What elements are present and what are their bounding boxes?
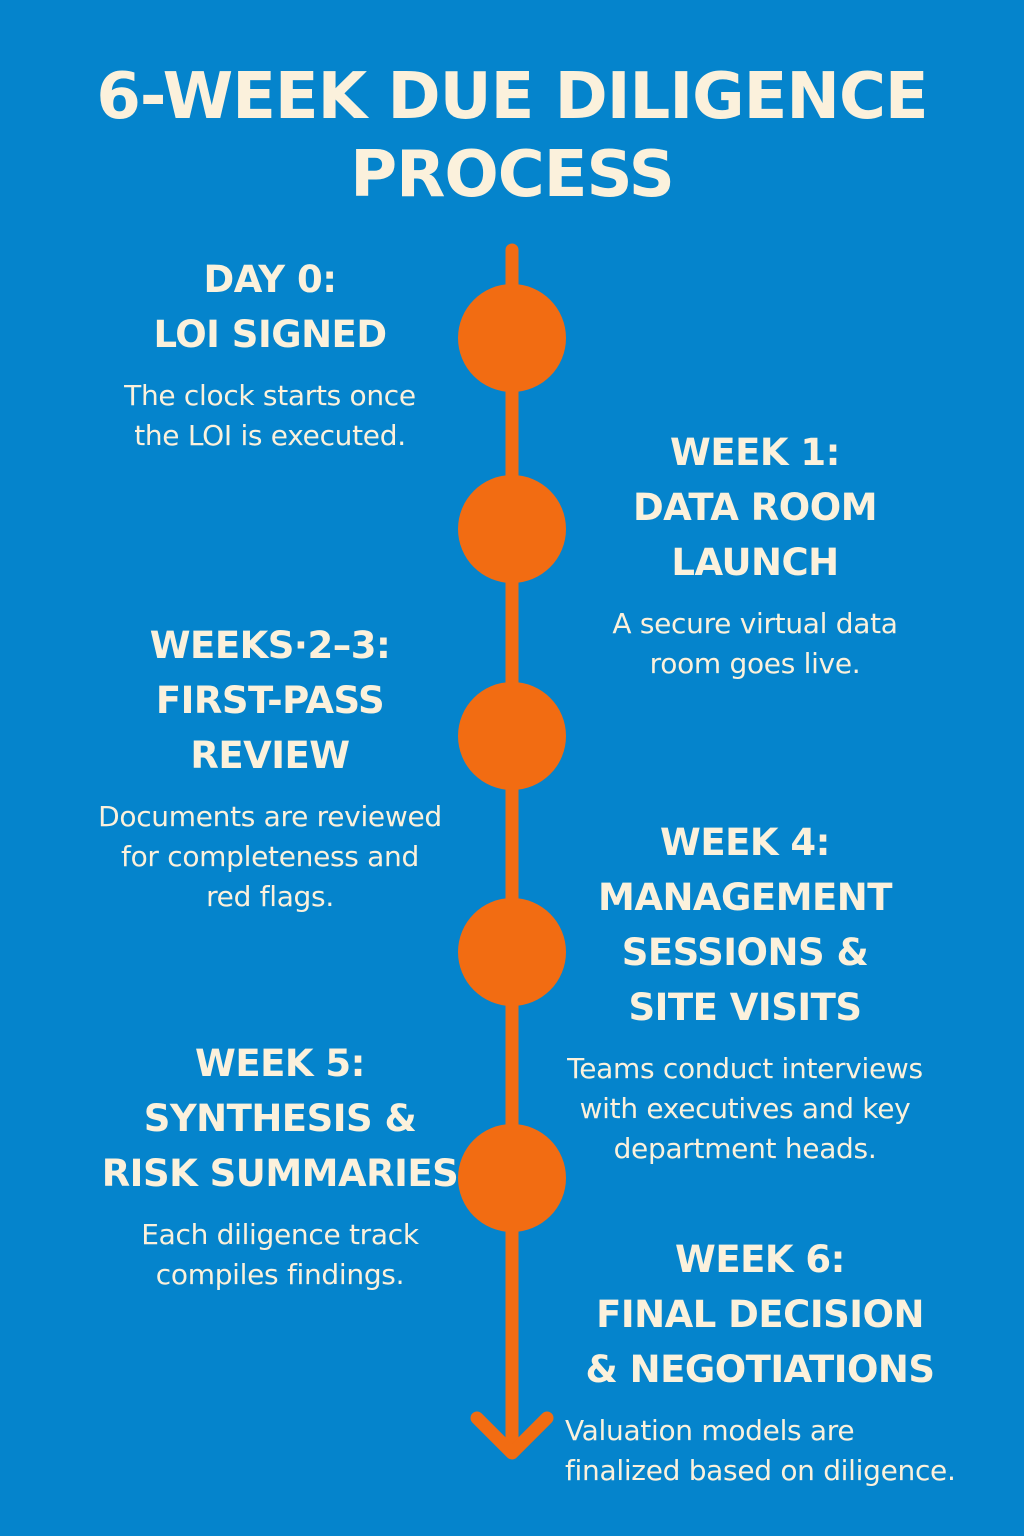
- step-heading-line: WEEK 6:: [675, 1238, 845, 1281]
- step-heading: WEEK 4: MANAGEMENT SESSIONS & SITE VISIT…: [545, 815, 945, 1035]
- step-day-0: DAY 0: LOI SIGNED The clock starts once …: [90, 252, 450, 456]
- step-weeks-2-3: WEEKS·2–3: FIRST-PASS REVIEW Documents a…: [80, 618, 460, 917]
- step-heading-line: WEEKS·2–3:: [149, 624, 391, 667]
- step-description-line: with executives and key: [579, 1092, 911, 1125]
- step-description-line: The clock starts once: [124, 379, 416, 412]
- step-week-1: WEEK 1: DATA ROOM LAUNCH A secure virtua…: [570, 425, 940, 684]
- step-heading-line: & NEGOTIATIONS: [585, 1348, 935, 1391]
- timeline-node-day-0: [458, 284, 566, 392]
- step-heading-line: MANAGEMENT: [598, 876, 893, 919]
- timeline-node-weeks-2-3: [458, 682, 566, 790]
- step-description-line: finalized based on diligence.: [565, 1454, 956, 1487]
- step-heading-line: DATA ROOM: [632, 486, 878, 529]
- step-week-6: WEEK 6: FINAL DECISION & NEGOTIATIONS Va…: [545, 1232, 975, 1491]
- step-description-line: room goes live.: [649, 647, 861, 680]
- step-description: Each diligence track compiles findings.: [90, 1215, 470, 1295]
- step-heading: WEEK 1: DATA ROOM LAUNCH: [570, 425, 940, 590]
- step-description: The clock starts once the LOI is execute…: [90, 376, 450, 456]
- step-week-4: WEEK 4: MANAGEMENT SESSIONS & SITE VISIT…: [545, 815, 945, 1169]
- step-heading-line: FIRST-PASS: [155, 679, 385, 722]
- step-description-line: the LOI is executed.: [134, 419, 406, 452]
- step-heading-line: WEEK 1:: [670, 431, 840, 474]
- step-description-line: for completeness and: [121, 840, 419, 873]
- step-week-5: WEEK 5: SYNTHESIS & RISK SUMMARIES Each …: [90, 1036, 470, 1295]
- step-heading: DAY 0: LOI SIGNED: [90, 252, 450, 362]
- step-description: Valuation models are finalized based on …: [545, 1411, 975, 1491]
- step-description-line: Each diligence track: [141, 1218, 419, 1251]
- step-description-line: red flags.: [206, 880, 334, 913]
- step-heading-line: SESSIONS &: [621, 931, 869, 974]
- step-description-line: compiles findings.: [155, 1258, 405, 1291]
- timeline-node-week-5: [458, 1124, 566, 1232]
- timeline-arrowhead: [470, 1411, 554, 1460]
- timeline-node-week-1: [458, 475, 566, 583]
- step-description: Documents are reviewed for completeness …: [80, 797, 460, 917]
- step-heading-line: LAUNCH: [671, 541, 839, 584]
- page-title: 6-WEEK DUE DILIGENCE PROCESS: [0, 58, 1024, 214]
- step-description-line: department heads.: [613, 1132, 877, 1165]
- step-heading: WEEKS·2–3: FIRST-PASS REVIEW: [80, 618, 460, 783]
- timeline-node-week-4: [458, 898, 566, 1006]
- page-title-line-1: 6-WEEK DUE DILIGENCE: [96, 60, 928, 134]
- step-heading-line: SITE VISITS: [628, 986, 862, 1029]
- step-description-line: Teams conduct interviews: [567, 1052, 923, 1085]
- step-heading-line: WEEK 5:: [195, 1042, 365, 1085]
- step-heading-line: WEEK 4:: [660, 821, 830, 864]
- step-heading-line: RISK SUMMARIES: [101, 1152, 459, 1195]
- step-heading-line: REVIEW: [190, 734, 350, 777]
- step-description: Teams conduct interviews with executives…: [545, 1049, 945, 1169]
- step-heading-line: LOI SIGNED: [153, 313, 387, 356]
- step-description-line: Documents are reviewed: [98, 800, 442, 833]
- step-description: A secure virtual data room goes live.: [570, 604, 940, 684]
- page-title-line-2: PROCESS: [350, 138, 675, 212]
- step-description-line: A secure virtual data: [612, 607, 898, 640]
- step-heading: WEEK 5: SYNTHESIS & RISK SUMMARIES: [90, 1036, 470, 1201]
- step-heading: WEEK 6: FINAL DECISION & NEGOTIATIONS: [545, 1232, 975, 1397]
- step-heading-line: DAY 0:: [203, 258, 337, 301]
- step-description-line: Valuation models are: [565, 1414, 855, 1447]
- step-heading-line: SYNTHESIS &: [143, 1097, 417, 1140]
- step-heading-line: FINAL DECISION: [596, 1293, 924, 1336]
